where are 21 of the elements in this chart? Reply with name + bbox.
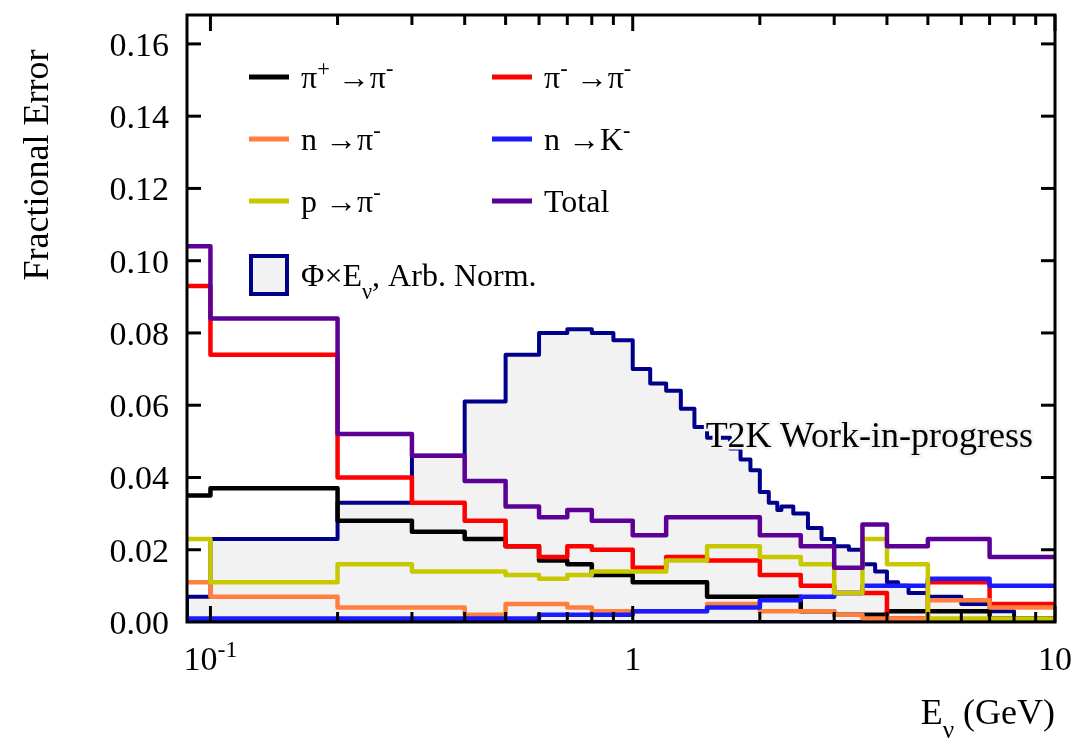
x-tick-label: 1 [624,640,642,677]
legend-label: p →π$^{-}$ [301,179,381,220]
y-tick-label: 0.10 [109,242,169,280]
y-tick-label: 0.00 [109,603,169,641]
legend-label: Φ×E$_{ν}$, Arb. Norm. [301,257,537,304]
y-tick-label: 0.02 [109,531,169,569]
legend-label: n →π$^{-}$ [301,117,381,158]
x-tick-label: 10$^{-1}$ [183,636,238,677]
legend-label: π$^{+}$ →π$^{-}$ [301,55,394,96]
y-tick-label: 0.04 [109,459,169,497]
x-axis-title: E$_{ν}$ (GeV) [920,692,1055,742]
y-tick-label: 0.06 [109,387,169,425]
y-tick-label: 0.08 [109,314,169,352]
legend-label: Total [544,183,610,220]
y-tick-label: 0.16 [109,25,169,63]
legend-label: n →K$^{-}$ [544,117,631,158]
y-axis-title: Fractional Error [16,49,56,281]
x-tick-label: 10 [1038,640,1072,677]
y-tick-label: 0.14 [109,98,169,136]
y-tick-label: 0.12 [109,170,169,208]
legend-label: π$^{-}$ →π$^{-}$ [544,55,632,96]
